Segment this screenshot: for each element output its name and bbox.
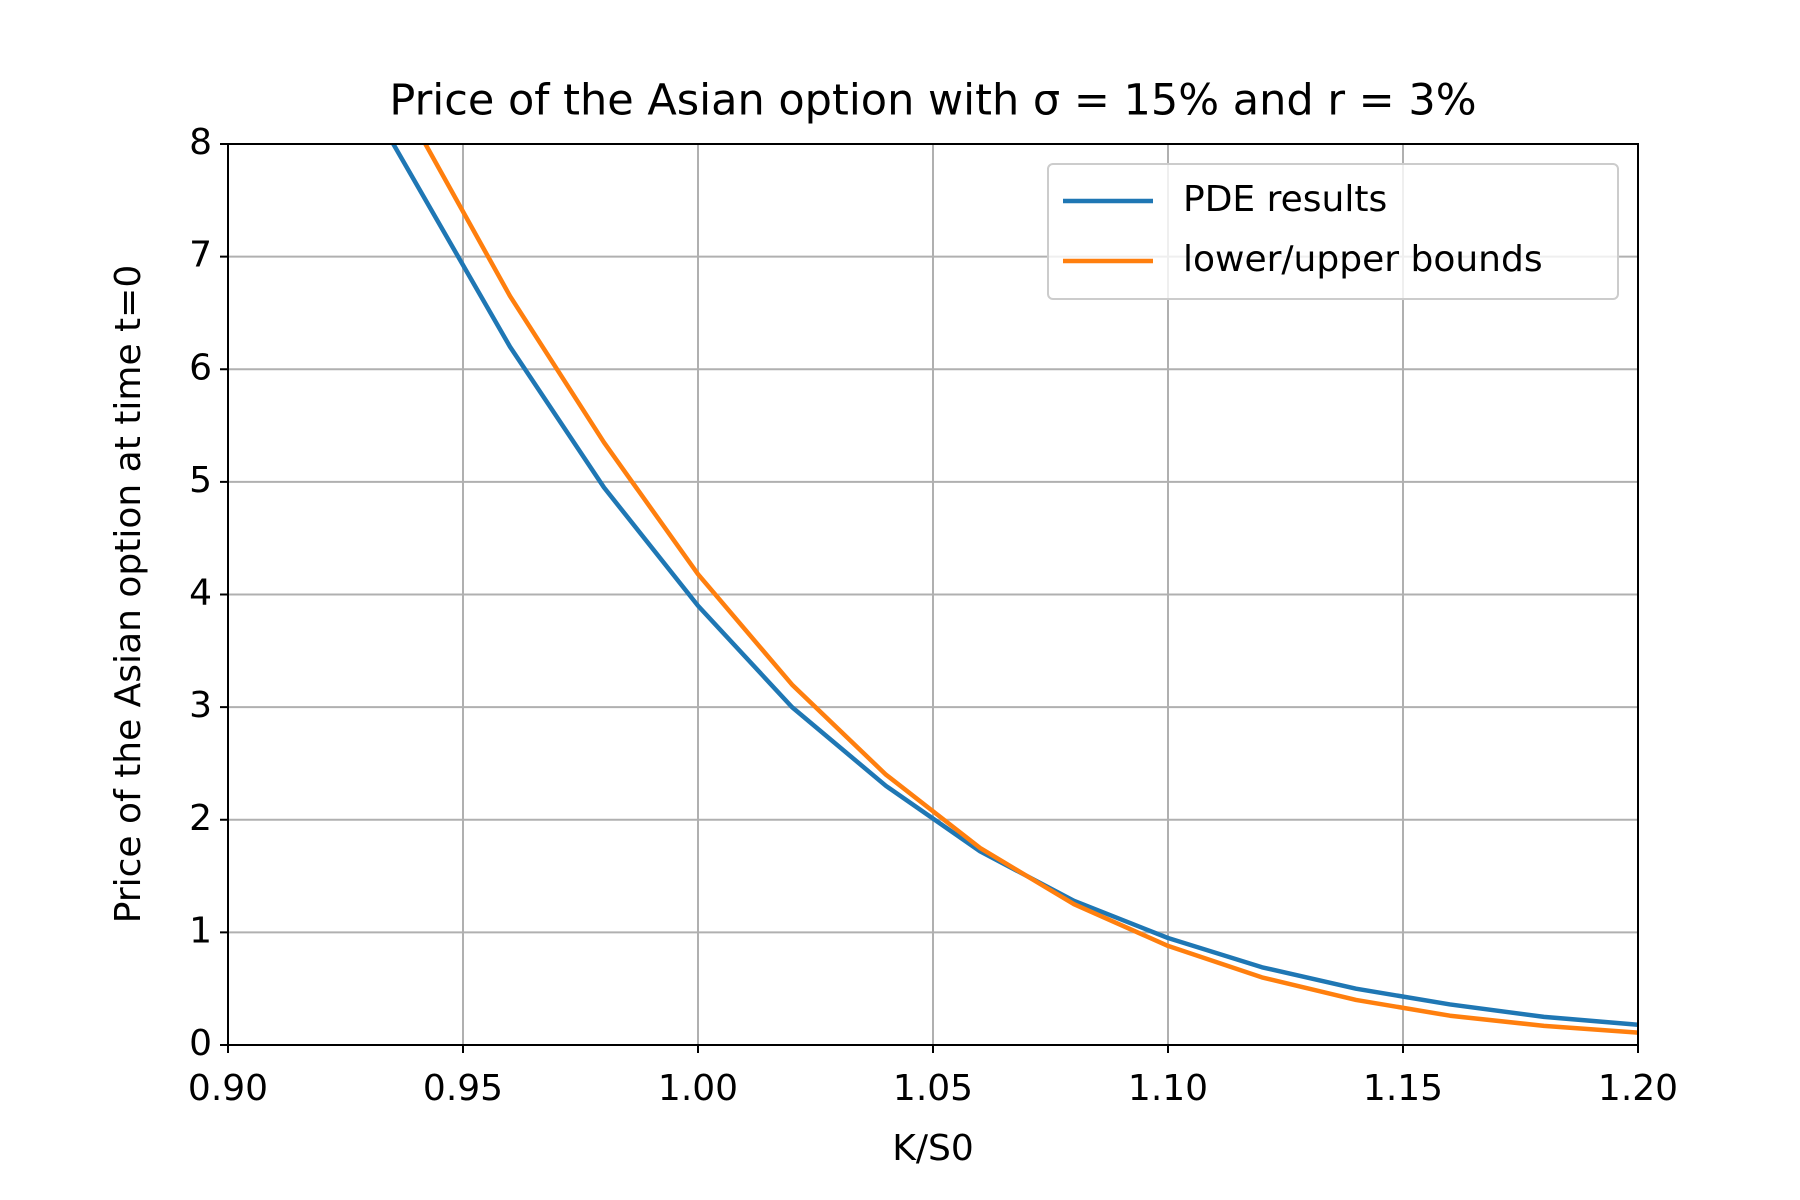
series-line (422, 144, 1638, 1035)
x-tick-label: 1.20 (1598, 1068, 1678, 1109)
y-tick-label: 2 (189, 798, 212, 839)
x-tick-label: 1.00 (658, 1068, 738, 1109)
x-tick-label: 1.10 (1128, 1068, 1208, 1109)
x-tick-label: 0.95 (423, 1068, 503, 1109)
series-line (390, 144, 1638, 1027)
y-tick-label: 4 (189, 573, 212, 614)
y-tick-label: 8 (189, 122, 212, 163)
x-axis-label: K/S0 (892, 1128, 974, 1169)
chart-title: Price of the Asian option with σ = 15% a… (389, 76, 1476, 126)
y-tick-label: 6 (189, 347, 212, 388)
y-tick-label: 3 (189, 685, 212, 726)
legend-label: PDE results (1183, 179, 1387, 220)
plot-area (390, 144, 1638, 1035)
x-tick-label: 1.15 (1363, 1068, 1443, 1109)
plot-frame (227, 143, 1639, 1046)
y-tick-label: 1 (189, 910, 212, 951)
x-tick-label: 1.05 (893, 1068, 973, 1109)
y-tick-label: 5 (189, 460, 212, 501)
legend-box (1047, 163, 1619, 300)
x-tick-label: 0.90 (188, 1068, 268, 1109)
y-axis-label: Price of the Asian option at time t=0 (108, 265, 149, 924)
y-tick-label: 0 (189, 1023, 212, 1064)
legend-label: lower/upper bounds (1183, 239, 1543, 280)
y-tick-label: 7 (189, 235, 212, 276)
